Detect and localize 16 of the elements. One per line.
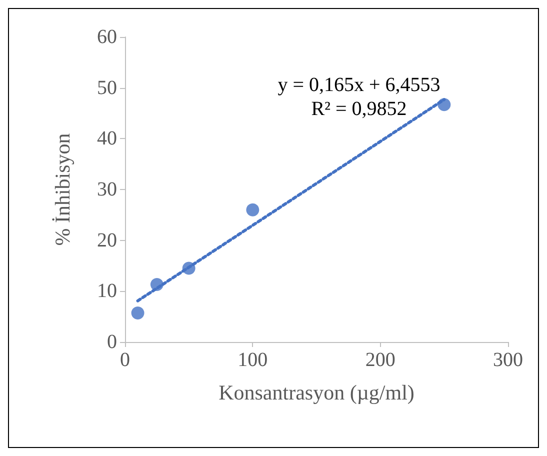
annotation: y = 0,165x + 6,4553 xyxy=(278,74,440,96)
point xyxy=(131,306,144,320)
y-tick-label: 50 xyxy=(97,76,117,99)
y-tick-label: 0 xyxy=(107,331,117,353)
x-tick-label: 300 xyxy=(493,349,523,371)
annotation: R² = 0,9852 xyxy=(311,98,407,120)
x-axis-title: Konsantrasyon (µg/ml) xyxy=(218,380,414,404)
x-tick-label: 100 xyxy=(238,349,268,371)
y-tick-label: 30 xyxy=(97,178,117,200)
y-axis-title: % İnhibisyon xyxy=(50,132,74,246)
y-tick-label: 60 xyxy=(97,26,117,48)
y-tick-label: 40 xyxy=(97,128,117,150)
x-tick-label: 200 xyxy=(365,349,396,371)
y-tick-label: 10 xyxy=(97,280,117,302)
y-tick-label: 20 xyxy=(97,229,117,252)
point xyxy=(246,203,260,216)
